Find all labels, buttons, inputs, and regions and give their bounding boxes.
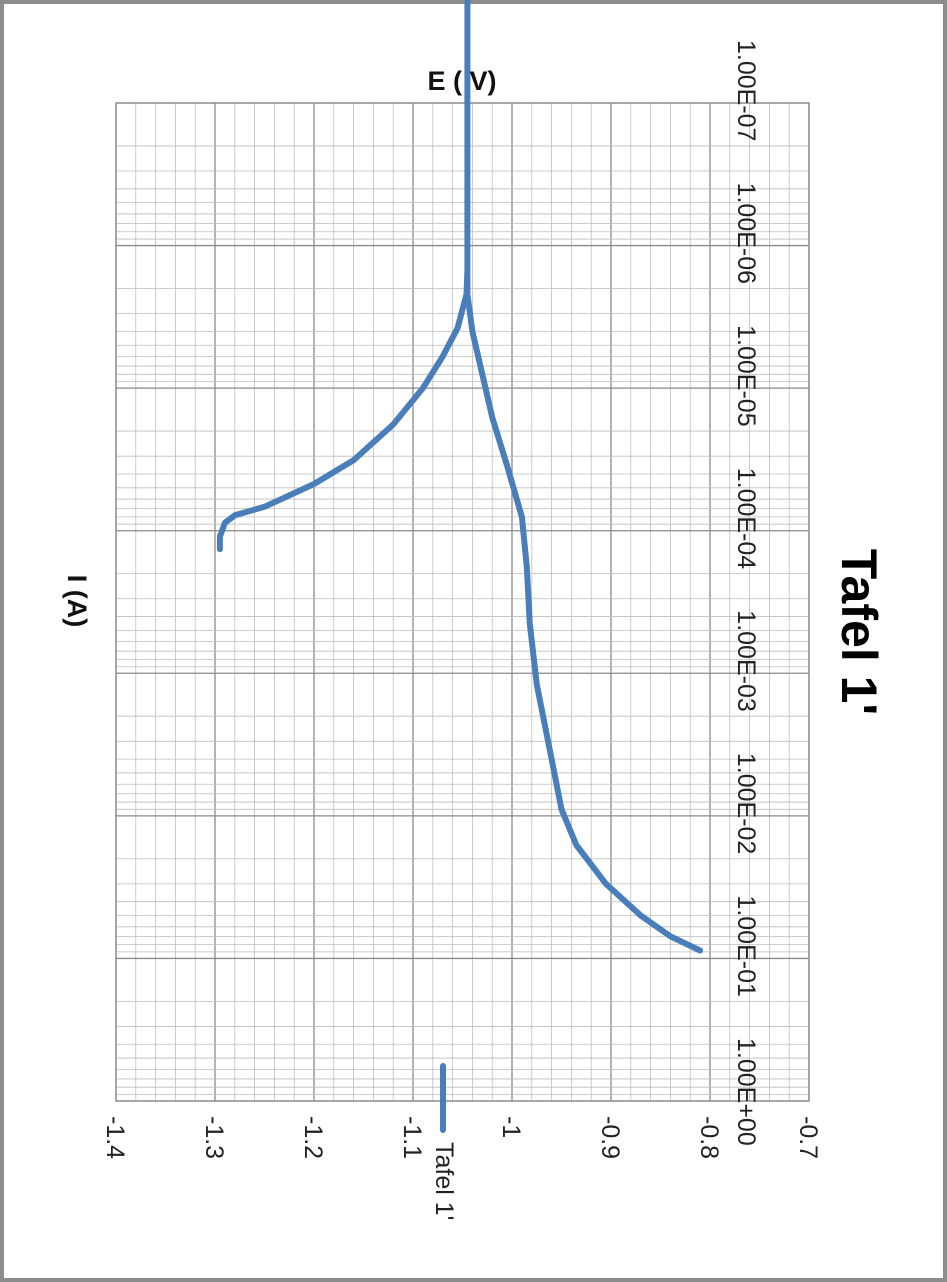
y-tick-label: 1.00E-06 (732, 183, 760, 284)
y-tick-label: 1.00E-01 (732, 895, 760, 996)
chart-title: Tafel 1' (831, 549, 887, 716)
legend: Tafel 1' (430, 1063, 458, 1220)
x-axis-title: E ( V) (427, 66, 496, 96)
y-tick-label: 1.00E-02 (732, 753, 760, 854)
y-tick-label: 1.00E-05 (732, 325, 760, 426)
series-layer (216, 0, 704, 954)
y-tick-label: 1.00E+00 (732, 1038, 760, 1146)
x-tick-label: -0.8 (695, 1116, 723, 1159)
x-tick-label: -1.4 (101, 1116, 129, 1159)
y-ticks: 1.00E-07 1.00E-06 1.00E-05 1.00E-04 1.00E-03… (732, 40, 760, 1146)
y-axis-title: I (A) (62, 575, 92, 627)
x-tick-label: -1.2 (299, 1116, 327, 1159)
y-tick-label: 1.00E-04 (732, 468, 760, 570)
x-tick-label: -0.9 (596, 1116, 624, 1159)
grid (115, 102, 810, 1102)
y-tick-label: 1.00E-07 (732, 40, 760, 141)
series-line-0 (216, 0, 704, 954)
x-tick-label: -1.3 (200, 1116, 228, 1159)
x-tick-label: -1.1 (398, 1116, 426, 1159)
legend-label: Tafel 1' (430, 1142, 458, 1220)
x-ticks: -1.4 -1.3 -1.2 -1.1 -1 -0.9 -0.8 -0.7 (101, 1116, 822, 1159)
y-tick-label: 1.00E-03 (732, 610, 760, 711)
x-tick-label: -1 (497, 1116, 525, 1138)
x-tick-label: -0.7 (794, 1116, 822, 1159)
plot-border (115, 102, 810, 1102)
